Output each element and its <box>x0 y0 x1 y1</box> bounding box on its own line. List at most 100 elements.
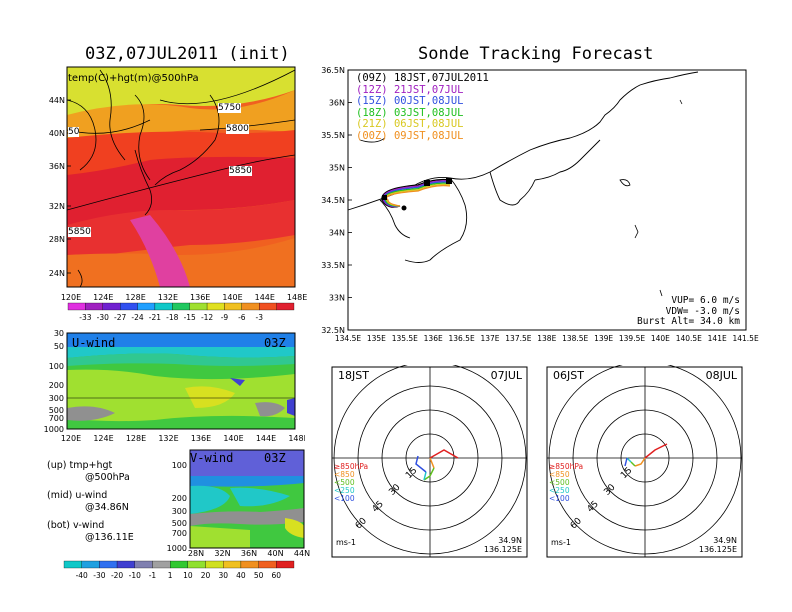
wind-colorbar-swatch <box>187 560 206 569</box>
wind-colorbar-label: -40 <box>76 571 88 580</box>
time-09z: 18JST,07JUL2011 <box>393 72 489 84</box>
v-pressure-tick: 200 <box>172 494 187 503</box>
hodo-lon: 136.125E <box>699 545 737 554</box>
time-12z: 21JST,07JUL <box>393 83 464 96</box>
temp-colorbar-label: -30 <box>97 313 109 322</box>
temp-colorbar-swatch <box>206 302 225 311</box>
track-line <box>384 182 451 207</box>
param-vdw: VDW= -3.0 m/s <box>665 305 740 317</box>
u-pressure-tick: 50 <box>54 342 64 351</box>
note-up-line1: (up) tmp+hgt <box>47 460 113 471</box>
track-lon-tick: 135E <box>367 334 386 343</box>
contour-label-5800: 5800 <box>226 124 249 134</box>
temp-colorbar-label: -18 <box>166 313 178 322</box>
hodo-level-label: <250 <box>334 486 355 495</box>
wind-colorbar-swatch <box>99 560 118 569</box>
note-up: (up) tmp+hgt @500hPa <box>47 460 134 484</box>
map-lon-tick: 120E <box>61 293 81 302</box>
hodo-level-label: <500 <box>549 478 570 487</box>
map-lat-tick: 32N <box>49 202 65 211</box>
track-lon-tick: 137E <box>480 334 499 343</box>
u-lon-tick: 148E <box>288 434 305 443</box>
wind-colorbar-label: -10 <box>129 571 141 580</box>
u-lon-tick: 132E <box>158 434 178 443</box>
wind-colorbar-swatch <box>205 560 224 569</box>
run-15z: (15Z) <box>356 95 388 108</box>
run-09z: (09Z) <box>356 72 388 84</box>
hodo-date: 08JUL <box>706 369 738 382</box>
track-lat-tick: 36N <box>329 99 345 108</box>
track-legend-15z: (15Z) 00JST,08JUL <box>356 95 489 108</box>
track-line <box>385 183 451 207</box>
map-lon-tick: 132E <box>158 293 178 302</box>
hodo-level-label: <250 <box>549 486 570 495</box>
u-pressure-tick: 100 <box>49 362 64 371</box>
temp-colorbar-swatch <box>154 302 173 311</box>
hodo-date: 07JUL <box>491 369 523 382</box>
contour-label-5850-east: 5850 <box>229 166 252 176</box>
track-legend-09z: (09Z) 18JST,07JUL2011 <box>356 72 489 85</box>
v-pressure-tick: 1000 <box>167 544 187 553</box>
track-legend-12z: (12Z) 21JST,07JUL <box>356 83 489 97</box>
hodo-level-label: <500 <box>334 478 355 487</box>
contour-label-5750: 5750 <box>218 103 241 113</box>
track-line <box>383 181 451 207</box>
track-lat-tick: 32.5N <box>321 326 345 335</box>
map-lon-tick: 148E <box>287 293 307 302</box>
wind-colorbar-label: -1 <box>149 571 157 580</box>
track-lon-tick: 138E <box>537 334 556 343</box>
map-lon-tick: 140E <box>222 293 242 302</box>
param-vup: VUP= 6.0 m/s <box>671 295 740 306</box>
map-lat-tick: 36N <box>49 162 65 171</box>
temp-colorbar-swatch <box>102 302 121 311</box>
u-lon-tick: 140E <box>223 434 243 443</box>
map-variable-label: temp(C)+hgt(m)@500hPa <box>68 73 199 84</box>
hodo-unit: ms-1 <box>551 538 571 547</box>
hodo-trace <box>429 457 435 469</box>
v-lat-tick: 32N <box>214 549 230 558</box>
temp-colorbar-label: -12 <box>201 313 213 322</box>
run-21z: (21Z) <box>356 118 388 131</box>
hodo-frame <box>546 366 743 558</box>
track-lon-tick: 141E <box>708 334 727 343</box>
track-lon-tick: 137.5E <box>505 334 531 343</box>
temp-colorbar-label: -6 <box>238 313 246 322</box>
time-00z: 09JST,08JUL <box>393 129 464 142</box>
wind-colorbar-swatch <box>81 560 100 569</box>
track-legend-18z: (18Z) 03JST,08JUL <box>356 106 489 120</box>
track-lon-tick: 136E <box>424 334 443 343</box>
legend-notes: (up) tmp+hgt @500hPa (mid) u-wind @34.86N … <box>47 460 134 544</box>
temp-colorbar-label: -21 <box>149 313 161 322</box>
v-lat-tick: 28N <box>188 549 204 558</box>
v-lat-tick: 44N <box>294 549 310 558</box>
temp-colorbar-swatch <box>137 302 156 311</box>
u-pressure-tick: 1000 <box>44 425 64 434</box>
map-lat-tick: 24N <box>49 269 65 278</box>
run-18z: (18Z) <box>356 106 388 119</box>
hodo-trace <box>423 471 427 481</box>
v-wind-time: 03Z <box>264 451 286 465</box>
temp-colorbar-swatch <box>120 302 138 311</box>
run-12z: (12Z) <box>356 83 388 96</box>
note-mid-line2: @34.86N <box>85 502 129 513</box>
track-legend-00z: (00Z) 09JST,08JUL <box>356 129 489 143</box>
temp-colorbar-label: -33 <box>79 313 91 322</box>
hodo-level-label: <100 <box>549 494 570 503</box>
track-lon-tick: 139.5E <box>619 334 645 343</box>
temp-colorbar-label: -27 <box>114 313 126 322</box>
u-lon-tick: 144E <box>256 434 276 443</box>
temp-colorbar-swatch <box>172 302 190 311</box>
track-marker <box>446 178 452 184</box>
track-lat-tick: 34.5N <box>321 196 345 205</box>
track-lon-tick: 140E <box>651 334 670 343</box>
v-lat-tick: 40N <box>267 549 283 558</box>
wind-colorbar-swatch <box>63 560 82 569</box>
temp-colorbar-swatch <box>85 302 103 311</box>
wind-colorbar-swatch <box>152 560 171 569</box>
track-lat-tick: 33N <box>329 294 345 303</box>
note-bot: (bot) v-wind @136.11E <box>47 520 134 544</box>
temp-colorbar-label: -24 <box>131 313 143 322</box>
temp-colorbar-swatch <box>189 302 208 311</box>
